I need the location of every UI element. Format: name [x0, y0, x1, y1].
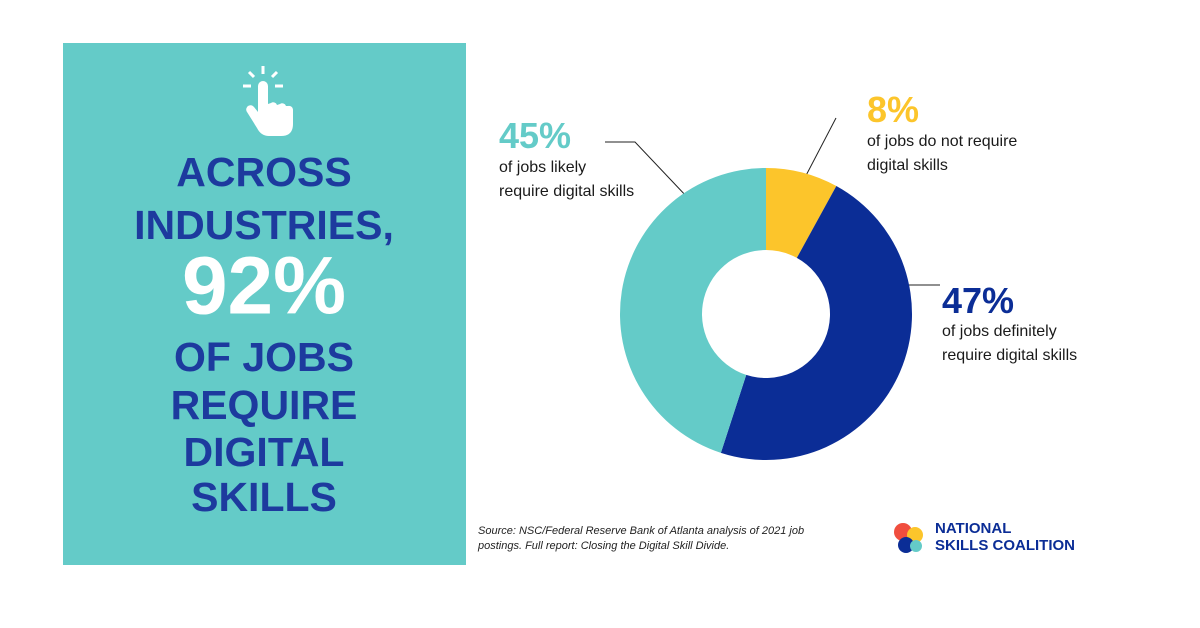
category-label: of jobs definitely require digital skill… [942, 323, 1078, 364]
pointer-icon [243, 66, 294, 136]
headline-line: INDUSTRIES, [134, 202, 394, 248]
logo-icon [894, 523, 923, 553]
logo-text: NATIONAL [935, 520, 1012, 537]
donut-segment [766, 168, 837, 258]
value-label: 45% [499, 115, 572, 156]
logo-text: SKILLS COALITION [935, 537, 1075, 554]
category-label: of jobs likely require digital skills [499, 159, 635, 200]
donut-segment [720, 186, 912, 461]
headline-line: REQUIRE [171, 382, 358, 428]
source-note: Source: NSC/Federal Reserve Bank of Atla… [478, 525, 805, 552]
headline-line: ACROSS [176, 149, 351, 195]
headline-line: SKILLS [191, 474, 337, 520]
value-label: 47% [942, 280, 1015, 321]
donut-segment [620, 168, 766, 453]
headline-line: DIGITAL [184, 429, 345, 475]
headline-line: OF JOBS [174, 334, 354, 380]
value-label: 8% [867, 89, 920, 130]
category-label: of jobs do not require digital skills [867, 133, 1018, 174]
headline-stat: 92% [182, 241, 346, 332]
